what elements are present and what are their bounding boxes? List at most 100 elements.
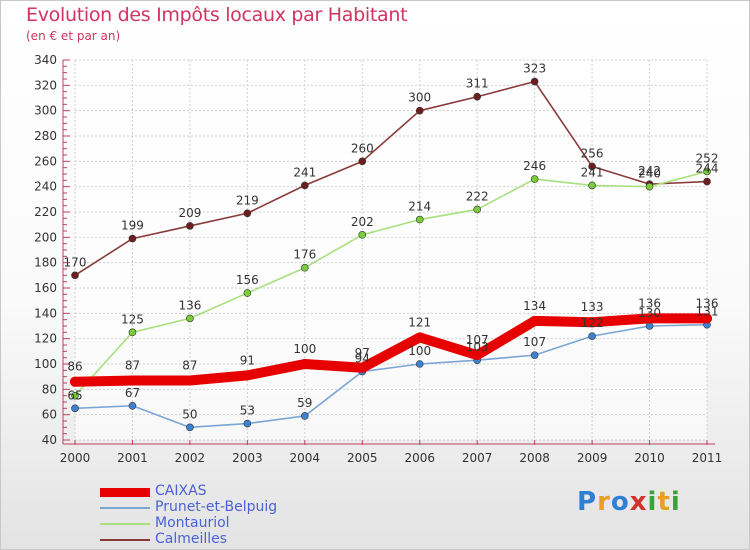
x-tick-label: 2011 (692, 451, 723, 465)
data-label-montauriol: 246 (523, 159, 546, 173)
data-point-caixas (70, 376, 80, 387)
legend-label-calmeilles: Calmeilles (155, 531, 228, 547)
y-tick-label: 340 (34, 53, 57, 67)
data-point-montauriol (128, 328, 137, 337)
y-tick-label: 300 (34, 104, 57, 118)
data-label-montauriol: 252 (696, 151, 719, 165)
logo-letter: x (629, 487, 648, 517)
x-tick-label: 2010 (634, 451, 665, 465)
data-label-caixas: 91 (240, 353, 255, 367)
logo-letter: i (670, 487, 681, 517)
data-label-calmeilles: 300 (408, 91, 431, 105)
legend-swatch-calmeilles (100, 539, 150, 541)
data-label-prunet-et-belpuig: 107 (523, 335, 546, 349)
x-tick-label: 2004 (290, 451, 321, 465)
y-tick-label: 220 (34, 205, 57, 219)
data-point-prunet-et-belpuig (415, 360, 424, 368)
data-label-calmeilles: 244 (696, 162, 719, 176)
data-point-montauriol (703, 167, 711, 176)
data-label-caixas: 136 (696, 296, 719, 310)
data-label-calmeilles: 323 (523, 62, 546, 76)
data-label-caixas: 107 (466, 333, 489, 347)
series-line-caixas (70, 313, 712, 387)
data-point-caixas (127, 375, 138, 386)
data-label-prunet-et-belpuig: 94 (355, 352, 370, 366)
data-point-montauriol (473, 205, 481, 214)
y-tick-label: 140 (34, 306, 57, 320)
data-point-caixas (702, 313, 712, 324)
data-point-prunet-et-belpuig (530, 351, 539, 359)
series-line-calmeilles (74, 80, 708, 277)
data-point-montauriol (71, 391, 79, 400)
data-label-calmeilles: 199 (121, 219, 144, 233)
data-point-prunet-et-belpuig (243, 419, 252, 428)
data-point-montauriol (645, 182, 654, 191)
y-tick-label: 60 (42, 408, 57, 422)
data-point-prunet-et-belpuig (71, 404, 79, 413)
data-label-montauriol: 156 (236, 273, 259, 287)
data-label-prunet-et-belpuig: 59 (297, 396, 312, 410)
data-point-caixas (529, 315, 540, 326)
data-point-montauriol (301, 263, 309, 272)
x-tick-label: 2007 (462, 451, 493, 465)
series-line-montauriol (74, 170, 708, 397)
data-label-prunet-et-belpuig: 67 (125, 386, 140, 400)
x-tick-label: 2001 (117, 451, 148, 465)
proxiti-logo: Proxiti (577, 487, 681, 517)
data-point-calmeilles (703, 177, 711, 186)
data-label-caixas: 121 (408, 315, 431, 329)
data-label-caixas: 134 (523, 299, 546, 313)
data-label-montauriol: 125 (121, 312, 144, 326)
data-label-calmeilles: 209 (178, 206, 201, 220)
data-point-calmeilles (186, 222, 194, 230)
logo-letter: P (577, 487, 598, 517)
data-label-calmeilles: 256 (581, 146, 604, 160)
data-label-caixas: 97 (355, 346, 370, 360)
data-label-calmeilles: 311 (466, 77, 489, 91)
logo-letter: o (610, 487, 630, 517)
y-tick-label: 100 (34, 357, 57, 371)
x-tick-label: 2005 (347, 451, 378, 465)
data-point-caixas (357, 362, 368, 373)
data-point-prunet-et-belpuig (128, 401, 137, 410)
y-tick-label: 40 (42, 433, 57, 447)
data-point-calmeilles (530, 77, 539, 86)
data-point-montauriol (358, 231, 367, 239)
data-point-caixas (414, 332, 425, 343)
x-tick-label: 2006 (404, 451, 435, 465)
data-point-calmeilles (243, 209, 252, 218)
series-line-prunet-et-belpuig (74, 323, 708, 429)
data-label-calmeilles: 260 (351, 141, 374, 155)
data-label-caixas: 136 (638, 296, 661, 310)
data-point-prunet-et-belpuig (301, 412, 309, 420)
data-label-caixas: 100 (293, 342, 316, 356)
y-tick-label: 80 (42, 382, 57, 396)
data-point-caixas (242, 370, 253, 381)
data-label-prunet-et-belpuig: 50 (182, 407, 197, 421)
y-tick-label: 240 (34, 180, 57, 194)
data-point-calmeilles (358, 157, 367, 166)
data-point-montauriol (588, 181, 596, 190)
data-label-montauriol: 240 (638, 167, 661, 181)
x-tick-label: 2003 (232, 451, 263, 465)
data-point-prunet-et-belpuig (588, 332, 596, 340)
legend-swatch-prunet (100, 507, 150, 509)
data-label-caixas: 87 (182, 358, 197, 372)
x-tick-label: 2000 (60, 451, 91, 465)
data-point-calmeilles (71, 271, 79, 280)
y-tick-label: 120 (34, 332, 57, 346)
data-label-montauriol: 241 (581, 165, 604, 179)
y-tick-label: 200 (34, 230, 57, 244)
data-point-calmeilles (473, 92, 481, 101)
data-label-caixas: 133 (581, 300, 604, 314)
x-tick-label: 2002 (175, 451, 206, 465)
y-tick-label: 180 (34, 256, 57, 270)
data-point-calmeilles (128, 234, 137, 243)
legend-label-montauriol: Montauriol (155, 515, 230, 531)
data-point-caixas (299, 359, 310, 369)
data-label-prunet-et-belpuig: 53 (240, 404, 255, 418)
chart-title: Evolution des Impôts locaux par Habitant (26, 4, 408, 26)
data-point-montauriol (415, 215, 424, 224)
data-label-prunet-et-belpuig: 122 (581, 316, 604, 330)
